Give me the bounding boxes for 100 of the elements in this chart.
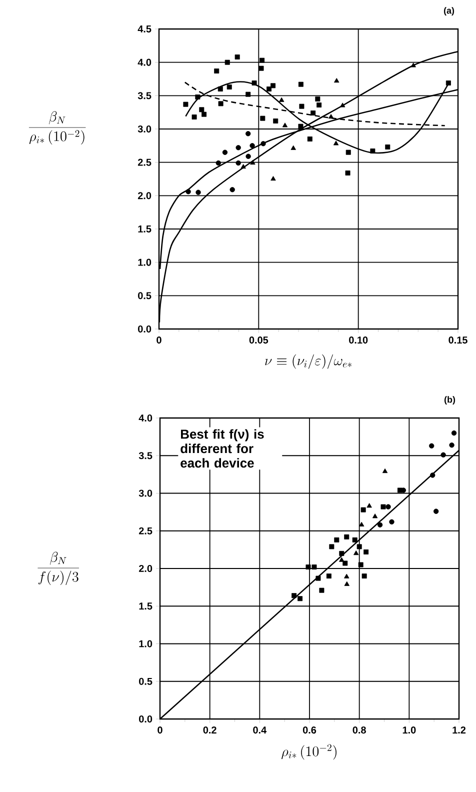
point: [451, 430, 457, 436]
x-tick-label: 0.6: [302, 726, 316, 734]
y-tick-label: 1.0: [138, 258, 152, 266]
point: [234, 54, 240, 60]
y-tick-label: 4.0: [138, 58, 152, 66]
point: [358, 522, 364, 526]
point: [258, 66, 264, 71]
y-tick-label: 4.5: [138, 26, 152, 32]
point: [333, 140, 339, 146]
point: [366, 503, 372, 508]
y-tick-label: 1.0: [139, 640, 152, 648]
point: [222, 150, 228, 155]
x-axis-title: $\rho_{i*}\,(10^{-2})$: [282, 744, 336, 760]
point: [260, 141, 266, 146]
y-tick-label: 4.0: [138, 414, 152, 422]
point: [312, 564, 317, 570]
point: [362, 574, 367, 579]
point: [339, 550, 344, 556]
y-tick-label: 1.5: [138, 226, 152, 232]
point: [356, 544, 362, 550]
point: [282, 122, 288, 128]
x-tick-label: 1.2: [452, 726, 466, 734]
point: [224, 60, 230, 65]
point: [236, 160, 241, 166]
point: [298, 82, 304, 87]
point: [278, 97, 284, 102]
point: [292, 593, 297, 598]
point: [214, 68, 220, 74]
point: [226, 84, 232, 90]
point: [260, 58, 265, 63]
point: [216, 160, 221, 166]
point: [360, 507, 366, 512]
point: [252, 80, 257, 86]
x-tick-label: 0.15: [448, 336, 468, 344]
point: [339, 557, 344, 562]
point: [260, 116, 266, 121]
chart-title: (a): [444, 7, 454, 16]
point: [340, 102, 346, 108]
point: [380, 504, 386, 510]
y-tick-label: 0.0: [139, 715, 152, 723]
y-tick-label: 3.0: [138, 125, 152, 133]
point: [372, 514, 378, 518]
point: [218, 101, 224, 106]
point: [270, 176, 276, 181]
point: [240, 164, 246, 169]
point: [266, 86, 272, 92]
point: [230, 187, 235, 192]
y-tick-label: 1.5: [139, 602, 152, 610]
point: [192, 114, 197, 120]
point: [290, 145, 296, 150]
point: [342, 560, 348, 566]
point: [364, 549, 369, 554]
point: [246, 154, 251, 159]
x-tick-label: 0.4: [253, 726, 267, 734]
point: [315, 96, 320, 102]
point: [429, 443, 434, 448]
y-tick-label: 2.0: [138, 192, 152, 200]
y-tick-label: 2.5: [138, 158, 152, 166]
point: [410, 62, 416, 68]
point: [345, 170, 350, 176]
point: [183, 102, 188, 107]
x-tick-label: 0.10: [349, 336, 368, 344]
point: [306, 564, 311, 570]
point: [202, 112, 207, 117]
point: [446, 80, 451, 86]
point: [430, 472, 436, 478]
point: [299, 104, 304, 109]
point: [218, 86, 223, 92]
point: [358, 562, 364, 568]
point: [344, 574, 350, 578]
point: [250, 143, 255, 148]
point: [433, 508, 439, 514]
point: [353, 550, 359, 556]
point: [382, 468, 388, 474]
annotation: Best fit f(ν) is different for each device: [180, 429, 264, 468]
y-axis-title: $\frac{\beta_N}{\rho_{i*}\,(10^{-2})}$: [28, 111, 86, 145]
point: [246, 131, 251, 136]
point: [329, 544, 334, 550]
point: [344, 534, 350, 540]
x-tick-label: 0: [158, 726, 162, 734]
point: [319, 588, 324, 593]
x-tick-label: 0: [156, 336, 162, 344]
point: [440, 452, 446, 458]
point: [250, 160, 256, 165]
point: [334, 78, 340, 83]
y-axis-title: $\frac{\beta_N}{f(\nu)/3}$: [38, 552, 79, 586]
chart-title: (b): [444, 396, 456, 404]
point: [389, 519, 394, 524]
point: [186, 189, 191, 194]
point: [236, 145, 241, 150]
point: [352, 537, 358, 542]
point: [385, 144, 390, 150]
y-tick-label: 0.0: [138, 325, 152, 333]
point: [273, 118, 278, 124]
point: [196, 190, 201, 195]
point: [334, 537, 340, 542]
point: [298, 124, 304, 129]
y-tick-label: 0.5: [139, 678, 152, 685]
point: [370, 148, 376, 154]
point: [344, 581, 350, 586]
